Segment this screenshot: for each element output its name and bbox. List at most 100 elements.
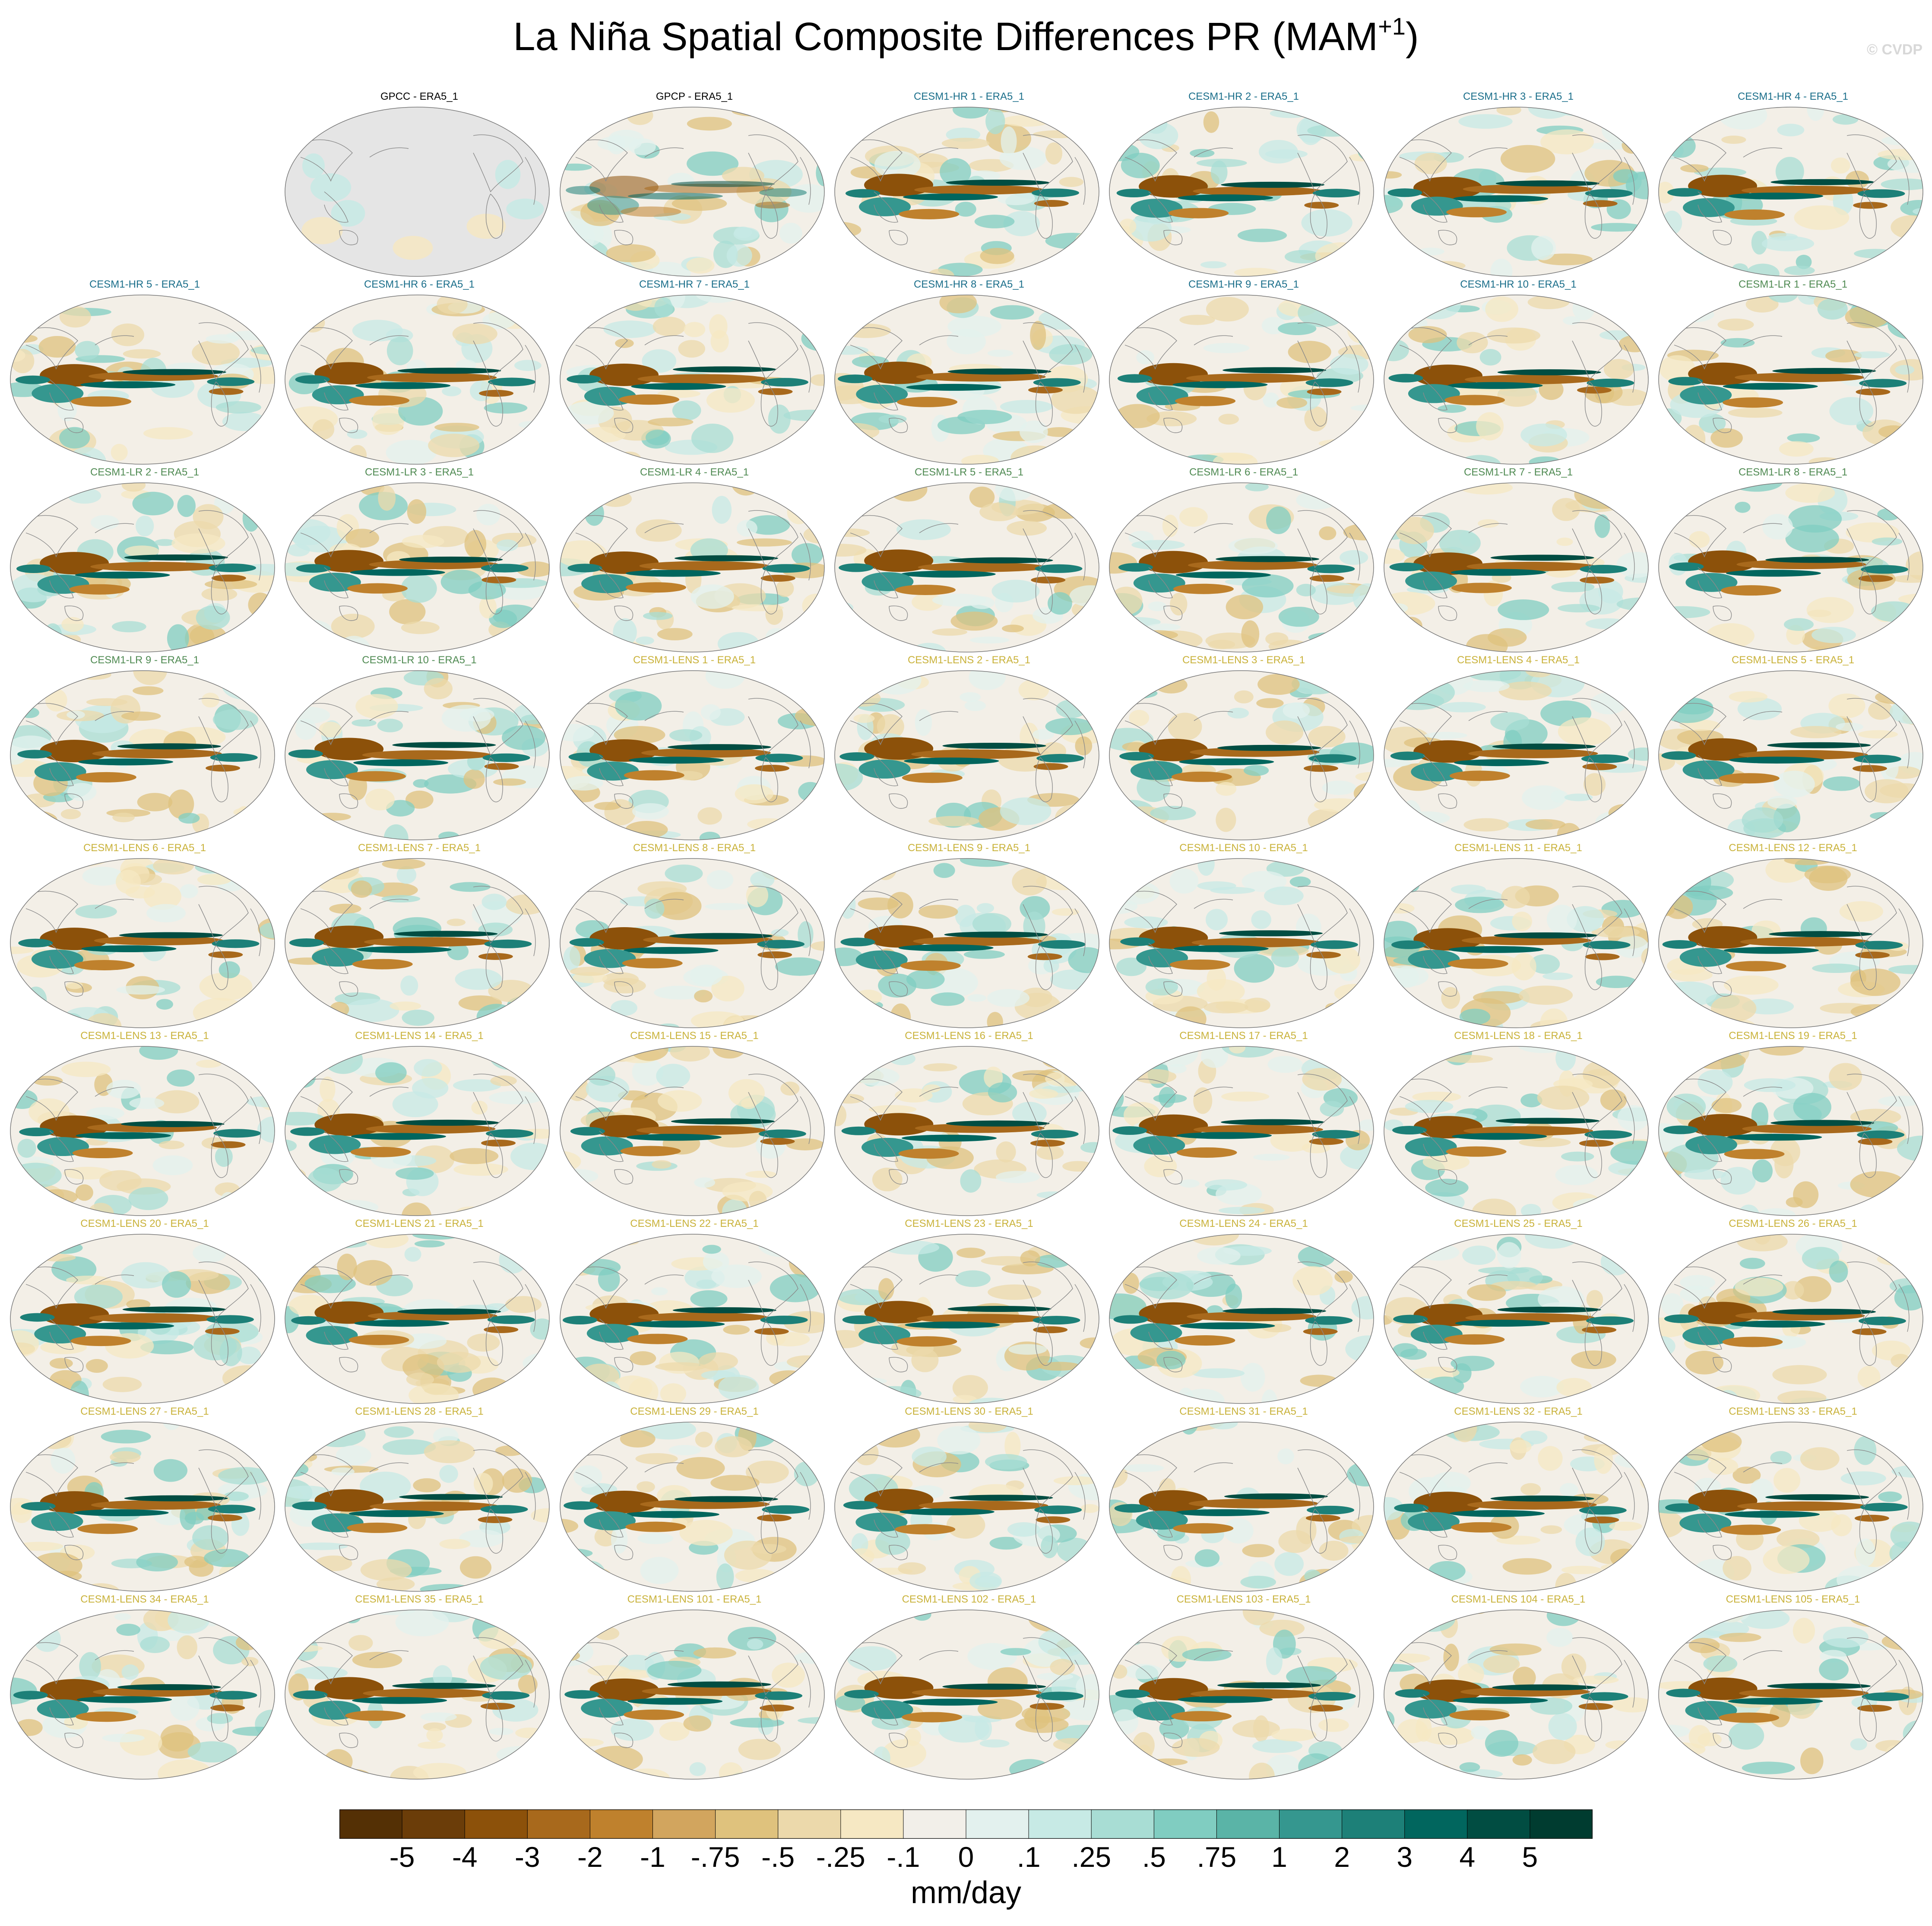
precip-anomaly-patch [390, 1001, 421, 1011]
enso-precip-band [1857, 1130, 1905, 1139]
coastline-path [1468, 335, 1508, 345]
precip-anomaly-patch [536, 862, 549, 887]
precip-anomaly-patch [659, 1721, 690, 1741]
precip-anomaly-patch [439, 1539, 471, 1549]
colorbar-swatch [465, 1809, 528, 1839]
coastlines [1674, 698, 1910, 809]
map-canvas [834, 1422, 1099, 1592]
enso-precip-band [369, 1502, 499, 1511]
precip-anomaly-patch [1384, 1234, 1438, 1258]
precip-anomaly-patch [1384, 671, 1409, 691]
map-border [1109, 107, 1374, 277]
colorbar-swatch [966, 1809, 1029, 1839]
precip-anomaly-patch [129, 1097, 165, 1109]
map-panel-title: CESM1-LENS 12 - ERA5_1 [1729, 842, 1857, 854]
coastline-path [1399, 1454, 1452, 1497]
precip-anomaly-patch [515, 1727, 544, 1739]
precip-anomaly-patch [1751, 231, 1767, 255]
enso-precip-band [947, 1306, 1052, 1312]
precip-anomaly-patch [1659, 1179, 1690, 1204]
map-panel: CESM1-LENS 33 - ERA5_1 [1657, 1406, 1929, 1592]
coastline-path [1074, 908, 1086, 957]
precip-anomaly-patch [285, 858, 307, 882]
coastline-path [800, 1472, 811, 1520]
enso-precip-band [480, 1505, 528, 1514]
enso-precip-band [859, 197, 911, 216]
precip-anomaly-patch [180, 884, 198, 899]
precip-anomaly-patch [285, 858, 316, 873]
precip-anomaly-patch [1694, 457, 1710, 464]
precip-anomaly-patch [712, 496, 732, 524]
precip-anomaly-patch [19, 860, 51, 883]
precip-anomaly-patch [1351, 1296, 1374, 1320]
enso-precip-band [759, 188, 807, 197]
precip-anomaly-patch [420, 1712, 457, 1722]
enso-precip-band [1578, 1703, 1613, 1710]
coastlines [1124, 698, 1360, 809]
precip-anomaly-patch [703, 1251, 729, 1272]
coastline-path [874, 943, 898, 974]
enso-precip-band [1725, 1511, 1820, 1518]
precip-anomaly-patch [573, 1465, 602, 1488]
precip-anomaly-patch [285, 1112, 325, 1126]
precip-anomaly-patch [1071, 107, 1099, 122]
precip-anomaly-patch [1452, 1363, 1472, 1383]
enso-precip-band [762, 564, 810, 573]
precip-anomaly-patch [767, 1020, 792, 1028]
precip-anomaly-patch [402, 535, 444, 548]
precip-anomaly-patch [439, 1465, 458, 1483]
precip-anomaly-patch [1425, 1178, 1469, 1197]
map-canvas [834, 1234, 1099, 1404]
precip-anomaly-patch [1485, 1730, 1519, 1757]
enso-precip-band [760, 1138, 795, 1145]
precip-anomaly-patch [355, 694, 398, 719]
map-canvas [1658, 670, 1923, 840]
precip-anomaly-patch [1330, 449, 1352, 464]
coastline-path [1124, 890, 1177, 933]
coastline-path [1148, 567, 1173, 599]
enso-precip-band [77, 1696, 172, 1703]
precip-anomaly-patch [437, 295, 468, 314]
map-panel-title: CESM1-HR 9 - ERA5_1 [1188, 279, 1299, 290]
precip-anomaly-patch [967, 1643, 1017, 1670]
map-border [1658, 670, 1923, 840]
precip-anomaly-patch [749, 1191, 767, 1210]
precip-anomaly-patch [1782, 1318, 1801, 1338]
precip-anomaly-patch [414, 1059, 442, 1077]
enso-precip-band [855, 950, 908, 969]
coastline-path [324, 755, 348, 786]
map-canvas [285, 1234, 550, 1404]
precip-anomaly-patch [1744, 1078, 1796, 1092]
precip-anomaly-patch [1267, 1056, 1303, 1073]
precip-anomaly-patch [1218, 414, 1239, 425]
precip-anomaly-patch [323, 1749, 353, 1774]
precip-anomaly-patch [1520, 1093, 1542, 1108]
precip-anomaly-patch [976, 903, 995, 913]
precip-anomaly-patch [1084, 1435, 1099, 1458]
enso-precip-band [902, 1134, 997, 1142]
enso-precip-band [1224, 1493, 1328, 1500]
precip-anomaly-patch [285, 1062, 312, 1079]
coastlines [1399, 134, 1635, 245]
enso-precip-band [1392, 1126, 1427, 1135]
precip-anomaly-patch [1124, 1046, 1157, 1064]
coastlines [1124, 134, 1360, 245]
enso-precip-band [1494, 932, 1598, 939]
enso-precip-band [1175, 571, 1271, 579]
enso-precip-band [760, 1704, 795, 1712]
precip-anomaly-patch [1059, 177, 1083, 187]
coastline-path [800, 345, 811, 393]
precip-anomaly-patch [1319, 1540, 1349, 1561]
precip-anomaly-patch [531, 1508, 549, 1523]
precip-anomaly-patch [847, 690, 881, 707]
coastline-path [1846, 1637, 1897, 1695]
enso-precip-band [1188, 1498, 1318, 1508]
map-panel: CESM1-LR 8 - ERA5_1 [1657, 466, 1929, 653]
precip-anomaly-patch [518, 421, 541, 428]
colorbar-swatch [339, 1809, 402, 1839]
coastline-path [198, 1449, 249, 1508]
map-panel-title: CESM1-LENS 103 - ERA5_1 [1176, 1593, 1311, 1605]
precip-anomaly-patch [1619, 335, 1648, 352]
coastline-path [25, 703, 78, 745]
precip-anomaly-patch [794, 1461, 820, 1486]
